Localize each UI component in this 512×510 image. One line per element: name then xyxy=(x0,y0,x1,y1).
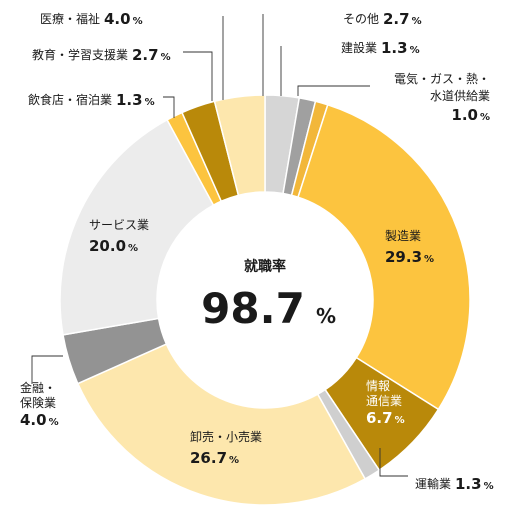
slice-label-5: 電気・ガス・熱・水道供給業 1.0% xyxy=(394,71,490,124)
slice-label-0: 医療・福祉 4.0% xyxy=(40,10,143,28)
category-name-line: 電気・ガス・熱・ xyxy=(394,71,490,86)
category-value: 1.3% xyxy=(381,39,420,57)
category-name: 飲食店・宿泊業 xyxy=(28,92,112,107)
slice-label-11: サービス業 20.0% xyxy=(89,218,149,255)
category-value: 26.7% xyxy=(190,449,239,467)
slice-11 xyxy=(213,94,266,197)
category-name: 運輸業 xyxy=(415,476,451,491)
slice-label-8: 運輸業 1.3% xyxy=(415,475,494,493)
category-name-line: 保険業 xyxy=(20,396,56,410)
center-caption: 就職率 xyxy=(244,258,286,275)
category-value: 2.7% xyxy=(383,10,422,28)
center-value: 98.7 xyxy=(201,284,305,333)
category-value: 2.7% xyxy=(132,46,171,64)
category-value: 1.3% xyxy=(455,475,494,493)
slice-3 xyxy=(297,103,471,411)
category-name-line: 水道供給業 xyxy=(430,89,490,103)
slice-6 xyxy=(76,343,367,506)
category-name-line: サービス業 xyxy=(89,218,149,232)
category-value: 20.0% xyxy=(89,237,138,255)
slice-label-9: 卸売・小売業 26.7% xyxy=(190,429,262,467)
slice-label-2: 飲食店・宿泊業 1.3% xyxy=(28,91,155,109)
category-name: 教育・学習支援業 xyxy=(32,47,128,62)
slice-label-3: その他 2.7% xyxy=(343,10,422,28)
leader-line-5 xyxy=(297,85,370,96)
category-name: 建設業 xyxy=(341,40,377,55)
category-name-line: 情報 xyxy=(366,379,390,393)
slice-label-4: 建設業 1.3% xyxy=(341,39,420,57)
category-name-line: 製造業 xyxy=(385,229,421,243)
category-name: 医療・福祉 xyxy=(40,11,100,26)
category-name-line: 卸売・小売業 xyxy=(190,429,262,444)
center-label: 就職率 98.7 % xyxy=(201,258,336,333)
center-unit: % xyxy=(316,304,336,328)
leader-lines xyxy=(31,14,408,477)
slice-label-1: 教育・学習支援業 2.7% xyxy=(32,46,171,64)
category-name-line: 金融・ xyxy=(20,380,56,395)
slice-labels: 医療・福祉 4.0 %教育・学習支援業 2.7 %飲食店・宿泊業 1.3 %その他 2.7 %建… xyxy=(20,10,494,493)
slices xyxy=(59,94,471,506)
leader-line-6 xyxy=(379,448,408,477)
category-value: 1.3% xyxy=(116,91,155,109)
category-value: 4.0% xyxy=(104,10,143,28)
slice-label-6: 製造業 29.3% xyxy=(385,229,434,266)
leader-line-2 xyxy=(163,96,175,118)
slice-8 xyxy=(59,118,215,336)
category-value: 4.0% xyxy=(20,411,59,429)
leader-line-7 xyxy=(31,355,63,384)
category-name-line: 通信業 xyxy=(366,394,402,408)
category-name: その他 xyxy=(343,12,379,26)
category-value: 29.3% xyxy=(385,248,434,266)
leader-line-1 xyxy=(183,51,213,101)
category-value: 1.0% xyxy=(451,106,490,124)
